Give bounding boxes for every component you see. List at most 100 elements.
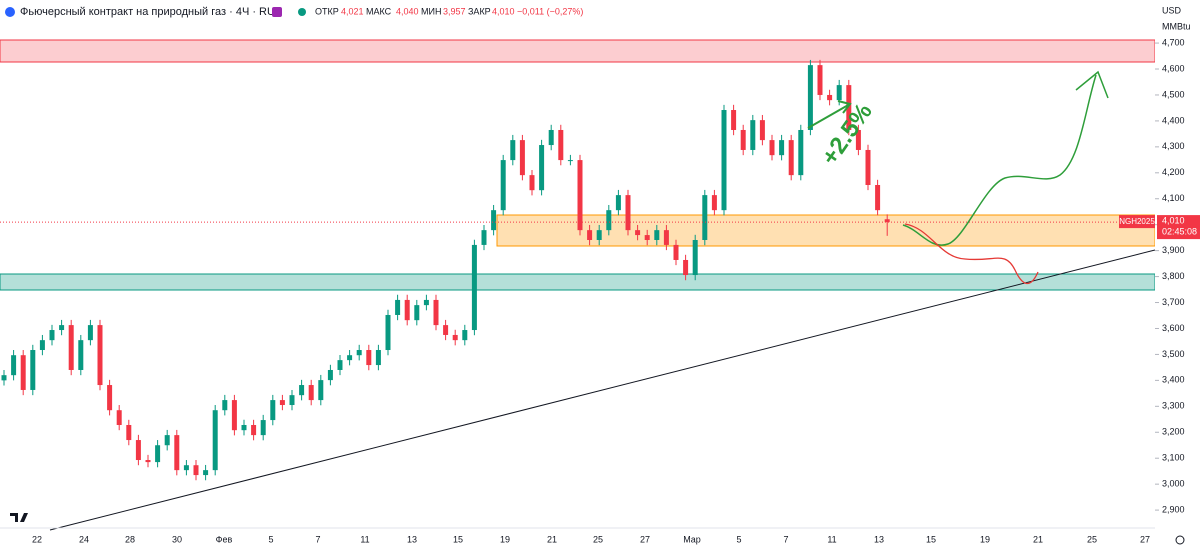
candle-body (260, 420, 266, 436)
y-tick-label: 4,500 (1162, 89, 1185, 99)
candle-body (481, 230, 487, 245)
x-tick-label: 24 (79, 534, 89, 544)
y-tick-label: 3,800 (1162, 271, 1185, 281)
candle-body (241, 424, 247, 431)
candle-body (375, 350, 381, 366)
y-tick-label: 2,900 (1162, 504, 1185, 514)
resistance-zone (0, 39, 1156, 63)
candle-body (846, 85, 852, 130)
candle-body (788, 140, 794, 176)
candle-body (433, 299, 439, 326)
candle-body (404, 299, 410, 321)
candle-body (596, 230, 602, 240)
candle-body (347, 355, 353, 361)
candle-body (491, 210, 497, 231)
candle-body (59, 325, 65, 331)
demand-zone (0, 273, 1156, 291)
support-zone (496, 214, 1156, 247)
candle-body (471, 244, 477, 331)
candle-body (231, 400, 237, 431)
candle-body (462, 330, 468, 341)
y-tick-label: 4,600 (1162, 63, 1185, 73)
candle-body (356, 350, 362, 356)
candle-body (510, 140, 516, 161)
candle-body (884, 219, 890, 223)
y-tick-label: 3,900 (1162, 245, 1185, 255)
logo[interactable] (10, 513, 28, 522)
arrow-head (1075, 70, 1109, 99)
x-tick-label: Мар (683, 534, 701, 544)
high-label: МАКС (366, 6, 392, 16)
chart-title: Фьючерсный контракт на природный газ · 4… (20, 6, 282, 18)
countdown: 02:45:08 (1162, 226, 1197, 236)
y-tick-label: 4,700 (1162, 37, 1185, 47)
candle-body (318, 380, 324, 401)
candle-body (385, 314, 391, 351)
candle-body (11, 355, 17, 376)
candle-body (423, 299, 429, 306)
candle-body (519, 140, 525, 176)
flag-icon[interactable] (272, 7, 282, 17)
x-tick-label: 15 (926, 534, 936, 544)
candle-body (548, 129, 554, 146)
settings-icon[interactable] (1175, 535, 1185, 545)
candle-body (452, 334, 458, 341)
candle-body (587, 230, 593, 240)
candles (1, 59, 890, 481)
candle-body (222, 400, 228, 411)
symbol-tag (1119, 215, 1155, 229)
candle-body (443, 325, 449, 335)
candle-body (606, 210, 612, 231)
candle-body (78, 340, 84, 370)
x-tick-label: 25 (593, 534, 603, 544)
candle-body (193, 465, 199, 476)
x-tick-label: 11 (360, 534, 369, 544)
candle-body (87, 325, 93, 341)
x-tick-label: 5 (736, 534, 741, 544)
move-arrow (807, 100, 852, 129)
candle-body (308, 385, 314, 401)
candle-body (577, 160, 583, 231)
y-tick-label: 3,600 (1162, 323, 1185, 333)
candle-body (836, 85, 842, 101)
x-tick-label: 27 (1140, 534, 1150, 544)
candle-body (145, 460, 151, 463)
candle-body (567, 160, 573, 162)
status-dot (298, 8, 306, 16)
candle-body (779, 140, 785, 156)
candle-body (251, 424, 257, 436)
candle-body (279, 400, 285, 406)
candle-body (299, 385, 305, 396)
candle-body (711, 195, 717, 211)
y-tick-label: 3,000 (1162, 479, 1185, 489)
candle-body (1, 375, 7, 381)
candle-body (798, 129, 804, 176)
low-value: 3,957 (443, 6, 466, 16)
candle-body (855, 129, 861, 150)
candle-body (500, 160, 506, 211)
x-tick-label: 19 (980, 534, 990, 544)
candle-body (865, 149, 871, 185)
candle-body (212, 410, 218, 471)
price-tag (1157, 215, 1200, 240)
y-tick-label: 3,700 (1162, 297, 1185, 307)
x-tick-label: 27 (640, 534, 650, 544)
candle-body (539, 145, 545, 191)
symbol-label: NGH2025 (1119, 217, 1155, 226)
candle-body (116, 410, 122, 425)
x-tick-label: 7 (783, 534, 788, 544)
close-value: 4,010 (492, 6, 515, 16)
candle-body (289, 395, 295, 406)
x-tick-label: 30 (172, 534, 182, 544)
candle-body (875, 184, 881, 211)
y-tick-label: 4,300 (1162, 141, 1185, 151)
y-tick-label: 3,100 (1162, 453, 1185, 463)
candle-body (183, 465, 189, 471)
candle-body (107, 385, 113, 411)
candle-body (49, 330, 55, 341)
currency: USD (1162, 5, 1182, 15)
candle-body (673, 244, 679, 260)
candle-body (126, 424, 132, 441)
x-tick-label: 15 (453, 534, 463, 544)
candle-body (155, 445, 161, 463)
